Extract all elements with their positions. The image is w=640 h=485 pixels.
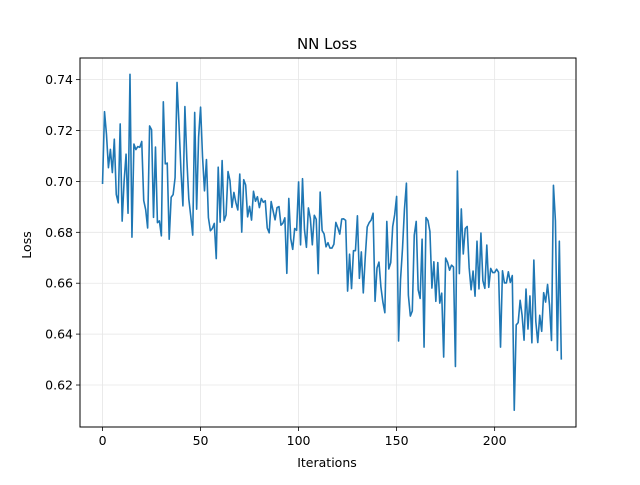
chart-title: NN Loss xyxy=(297,35,357,53)
plot-frame xyxy=(79,57,577,428)
y-tick-label: 0.70 xyxy=(45,174,73,189)
x-tick-label: 100 xyxy=(287,433,311,448)
y-tick-label: 0.72 xyxy=(45,123,73,138)
x-axis-label: Iterations xyxy=(297,455,357,470)
x-tick-label: 150 xyxy=(385,433,409,448)
y-tick-label: 0.68 xyxy=(45,225,73,240)
y-tick-label: 0.64 xyxy=(45,327,73,342)
x-tick-label: 0 xyxy=(99,433,107,448)
series-layer xyxy=(101,73,563,412)
y-tick-label: 0.62 xyxy=(45,378,73,393)
x-tick-label: 50 xyxy=(193,433,209,448)
loss-series-line xyxy=(101,73,563,412)
y-tick-label: 0.66 xyxy=(45,276,73,291)
ticks: 0 50 100 150 200 0.62 0.64 0.66 0.68 0.70 0.72 0.74 xyxy=(45,72,506,448)
y-axis-label: Loss xyxy=(19,231,34,258)
y-tick-label: 0.74 xyxy=(45,72,73,87)
x-tick-label: 200 xyxy=(483,433,507,448)
